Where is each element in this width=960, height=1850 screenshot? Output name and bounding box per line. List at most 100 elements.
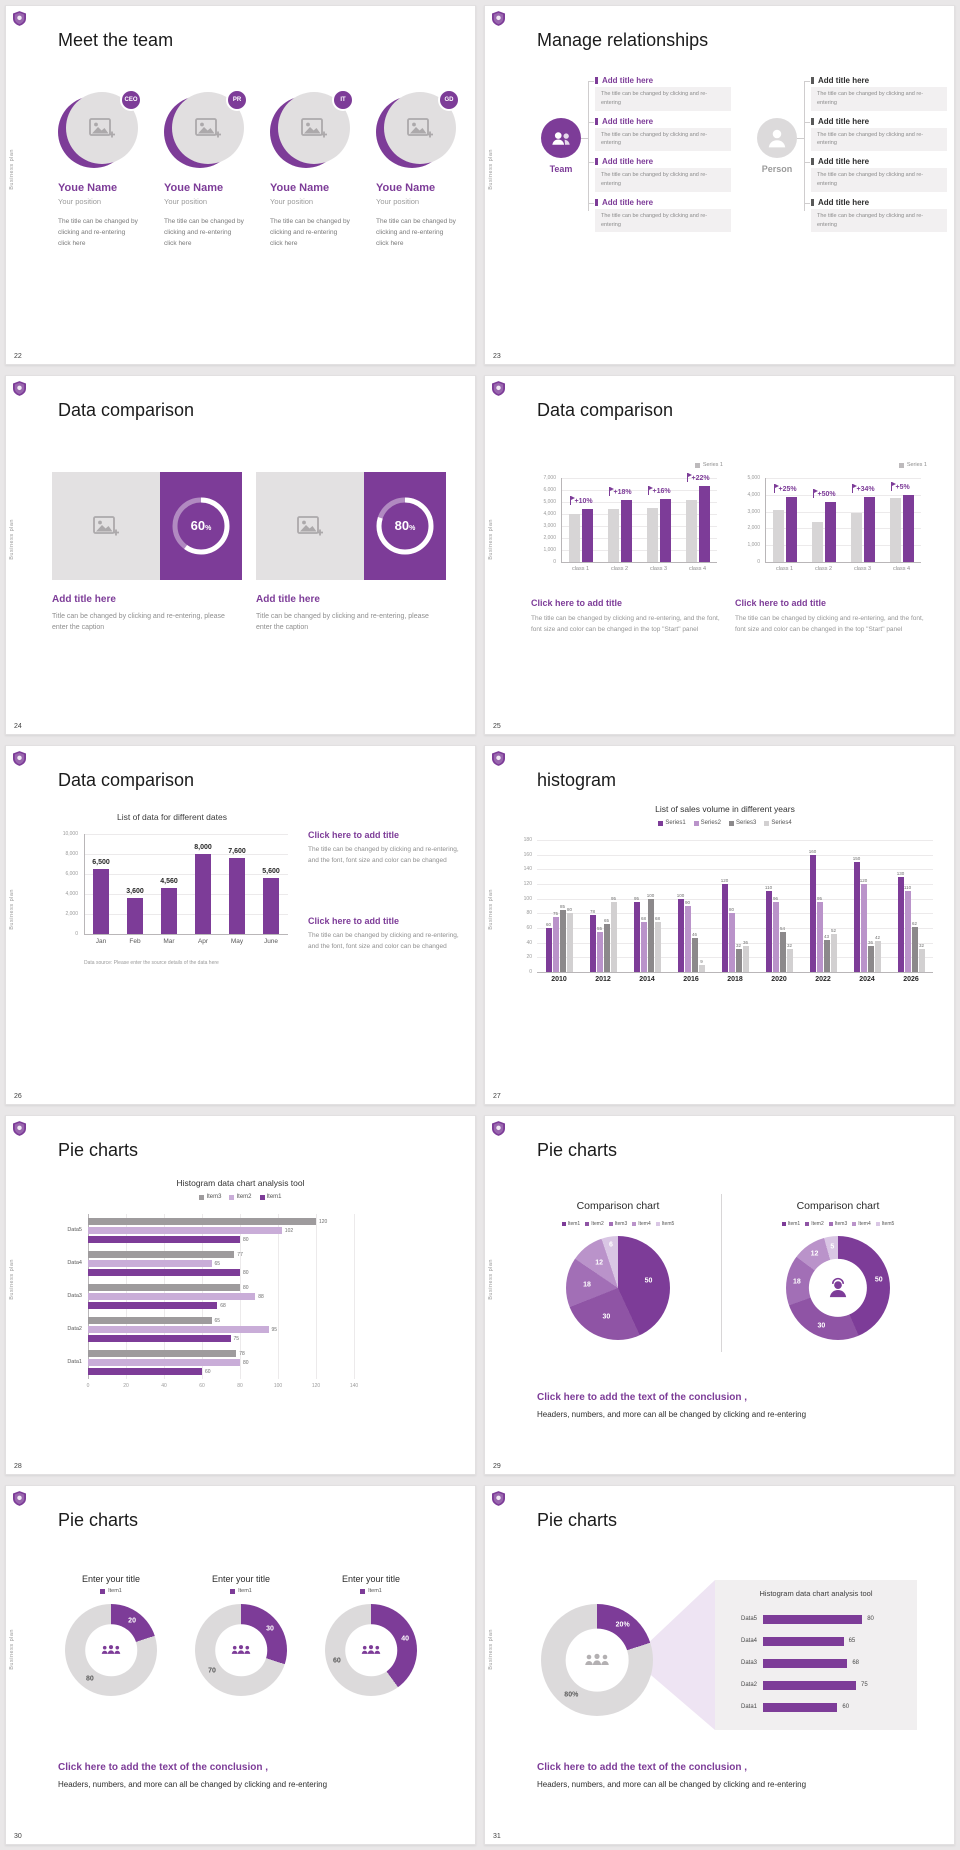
bar-series4	[918, 948, 925, 972]
page-number: 22	[14, 353, 22, 360]
legend-label: Item1	[368, 1588, 382, 1594]
conclusion-text: Headers, numbers, and more can all be ch…	[537, 1780, 807, 1789]
bar	[93, 869, 109, 934]
legend-label: Item5	[881, 1221, 895, 1227]
horizontal-bar-list: Data5 80 Data4 65 Data3 68 Data2 75 Data1 60	[727, 1608, 909, 1718]
y-axis-label: 2,000	[543, 535, 556, 541]
slide-27-histogram[interactable]: Business plan histogram List of sales vo…	[484, 745, 955, 1105]
caption-text: The title can be changed by clicking and…	[735, 615, 924, 633]
bar-value-label: 90	[684, 900, 690, 905]
legend-item: Item1	[781, 1221, 800, 1227]
sidebar-vertical-text: Business plan	[488, 149, 494, 190]
gridline	[316, 1214, 317, 1379]
bar-base	[568, 514, 580, 562]
legend-label: Item3	[206, 1194, 222, 1200]
slide-22-meet-the-team[interactable]: Business plan Meet the team CEO Youe Nam…	[5, 5, 476, 365]
legend-swatch	[729, 820, 734, 826]
x-axis-label: May	[230, 938, 244, 945]
item-title: Add title here	[811, 76, 947, 85]
slide-28-pie-charts[interactable]: Business plan Pie charts Histogram data …	[5, 1115, 476, 1475]
panel-value-label: 60	[842, 1704, 850, 1710]
slice-label: 18	[583, 1281, 591, 1289]
x-axis-label: class 3	[853, 566, 872, 572]
bar-series2	[596, 931, 603, 972]
bar-value-label: 80	[566, 907, 572, 913]
slide-title: histogram	[537, 770, 617, 790]
bar-base	[889, 498, 901, 562]
bar-series4	[830, 933, 837, 972]
gridline	[537, 869, 933, 871]
item-text: The title can be changed by clicking and…	[595, 208, 731, 233]
item-title: Add title here	[811, 117, 947, 126]
conclusion-text: Headers, numbers, and more can all be ch…	[58, 1780, 328, 1789]
team-items-list: Add title here The title can be changed …	[588, 76, 731, 233]
bar-series2	[640, 922, 647, 972]
y-axis-label: 180	[523, 837, 532, 843]
grouped-bar-chart: Series 1 7,000 6,000 5,000 4,000 3,000 2,000 1,…	[531, 462, 723, 584]
legend-swatch	[199, 1194, 205, 1200]
legend-item: Item2	[585, 1221, 604, 1227]
y-axis-label: 4,000	[543, 511, 556, 517]
bar-value-label: 78	[589, 908, 595, 914]
list-item: Add title here The title can be changed …	[804, 198, 947, 233]
bar-value-label: 120	[319, 1219, 328, 1225]
y-axis-label: 2,000	[65, 911, 78, 917]
bar-growth	[659, 499, 671, 562]
legend-swatch	[828, 1222, 833, 1226]
page-number: 26	[14, 1093, 22, 1100]
panel-category-label: Data2	[740, 1682, 757, 1688]
category-label: Data2	[67, 1326, 82, 1332]
list-item: Add title here The title can be changed …	[804, 76, 947, 111]
x-axis-label: 20	[123, 1383, 129, 1389]
gridline	[537, 884, 933, 885]
chart-legend: Item1	[171, 1588, 311, 1594]
bar-value-label: 130	[896, 870, 905, 876]
legend-item: Series2	[693, 820, 721, 826]
slide-25-data-comparison[interactable]: Business plan Data comparison Series 1 7,…	[484, 375, 955, 735]
gridline	[84, 854, 288, 855]
gridline	[765, 494, 921, 496]
x-axis-label: Jan	[95, 938, 107, 945]
item-title: Add title here	[811, 157, 947, 166]
donut-chart: 50 30 18 12 5	[786, 1236, 890, 1340]
x-axis-label: 2010	[551, 976, 567, 983]
slide-23-manage-relationships[interactable]: Business plan Manage relationships Team …	[484, 5, 955, 365]
item-title: Add title here	[811, 198, 947, 207]
x-axis-label: 2018	[727, 976, 743, 983]
member-position: Your position	[376, 197, 420, 206]
sidebar-vertical-text: Business plan	[9, 519, 15, 560]
legend-swatch	[805, 1222, 810, 1226]
donut-chart: 40 60	[325, 1604, 417, 1696]
legend-label: Item4	[858, 1221, 871, 1227]
item-title: Add title here	[595, 76, 731, 85]
image-placeholder-icon	[407, 117, 433, 139]
slide-26-data-comparison[interactable]: Business plan Data comparison List of da…	[5, 745, 476, 1105]
slide-29-pie-charts[interactable]: Business plan Pie charts Comparison char…	[484, 1115, 955, 1475]
gridline	[537, 854, 933, 856]
bar-value-label: 88	[258, 1294, 264, 1300]
bar-value-label: 160	[808, 848, 817, 854]
x-axis-label: 140	[349, 1383, 359, 1389]
gridline	[561, 502, 717, 503]
conclusion-title: Click here to add the text of the conclu…	[537, 1392, 748, 1403]
slide-31-pie-charts[interactable]: Business plan Pie charts 20% 80% Histogra…	[484, 1485, 955, 1845]
bar-chart: 10,000 8,000 6,000 4,000 2,000 0 6,500 Jan 3,600…	[50, 828, 294, 956]
gridline	[765, 562, 921, 563]
slide-24-data-comparison[interactable]: Business plan Data comparison 60% 80% Ad…	[5, 375, 476, 735]
bar-value-label: 8,000	[194, 844, 212, 851]
slide-30-pie-charts[interactable]: Business plan Pie charts Enter your titl…	[5, 1485, 476, 1845]
item-text: The title can be changed by clicking and…	[595, 87, 731, 111]
legend-item: Item3	[828, 1221, 847, 1227]
legend-item: Item5	[655, 1221, 674, 1227]
y-axis-label: 10,000	[62, 831, 78, 837]
donut-label: 30	[266, 1625, 274, 1633]
item-text: The title can be changed by clicking and…	[811, 87, 947, 111]
avatar: GD	[376, 89, 460, 170]
bar-value-label: 7,600	[228, 848, 246, 855]
brand-shield-logo	[492, 1121, 505, 1136]
panel-title: Add title here	[256, 594, 320, 605]
bar-series1	[809, 854, 816, 972]
bar-value-label: 60	[205, 1369, 211, 1375]
percent-ring	[373, 494, 437, 558]
chart-legend: Item1	[41, 1588, 181, 1594]
